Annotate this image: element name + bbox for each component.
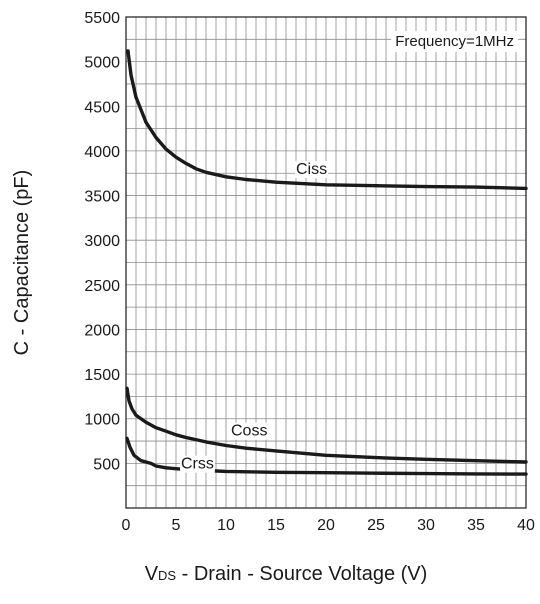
x-tick-label: 30 bbox=[417, 517, 435, 534]
y-tick-label: 1000 bbox=[84, 412, 120, 429]
y-tick-label: 1500 bbox=[84, 367, 120, 384]
annotation-background bbox=[391, 31, 518, 52]
x-tick-label: 25 bbox=[367, 517, 385, 534]
x-tick-label: 15 bbox=[267, 517, 285, 534]
series-label-crss: Crss bbox=[181, 456, 214, 473]
y-tick-label: 2000 bbox=[84, 322, 120, 339]
grid bbox=[126, 17, 526, 508]
series-label-ciss: Ciss bbox=[296, 161, 327, 178]
series-label-bg bbox=[295, 161, 329, 179]
x-tick-label: 35 bbox=[467, 517, 485, 534]
y-tick-label: 500 bbox=[93, 456, 120, 473]
series-line-coss bbox=[125, 386, 528, 464]
y-tick-label: 3000 bbox=[84, 233, 120, 250]
x-axis-title-prefix: V bbox=[145, 563, 159, 585]
series-line-ciss bbox=[126, 49, 528, 191]
series-labels: Ciss Coss Crss bbox=[180, 161, 329, 473]
x-tick-label: 20 bbox=[317, 517, 335, 534]
x-tick-label: 5 bbox=[172, 517, 181, 534]
y-tick-label: 4000 bbox=[84, 144, 120, 161]
y-axis-title: C - Capacitance (pF) bbox=[11, 170, 33, 356]
x-tick-label: 10 bbox=[217, 517, 235, 534]
x-axis-title-subscript: DS bbox=[158, 568, 176, 583]
y-tick-label: 4500 bbox=[84, 99, 120, 116]
series-label-bg bbox=[230, 422, 269, 440]
x-tick-label: 40 bbox=[517, 517, 535, 534]
series-label-bg bbox=[180, 455, 215, 473]
frequency-annotation: Frequency=1MHz bbox=[395, 33, 514, 50]
plot-frame bbox=[125, 16, 527, 509]
tick-labels: 0 5 10 15 20 25 30 35 40 500 1000 1500 2000 2500 3000 3… bbox=[84, 10, 535, 534]
x-axis-title: VDS - Drain - Source Voltage (V) bbox=[145, 563, 428, 585]
y-tick-label: 5000 bbox=[84, 55, 120, 72]
y-tick-label: 3500 bbox=[84, 189, 120, 206]
y-tick-label: 5500 bbox=[84, 10, 120, 27]
x-tick-label: 0 bbox=[122, 517, 131, 534]
y-tick-label: 2500 bbox=[84, 278, 120, 295]
x-axis-title-rest: - Drain - Source Voltage (V) bbox=[176, 563, 427, 585]
series-label-coss: Coss bbox=[231, 423, 267, 440]
